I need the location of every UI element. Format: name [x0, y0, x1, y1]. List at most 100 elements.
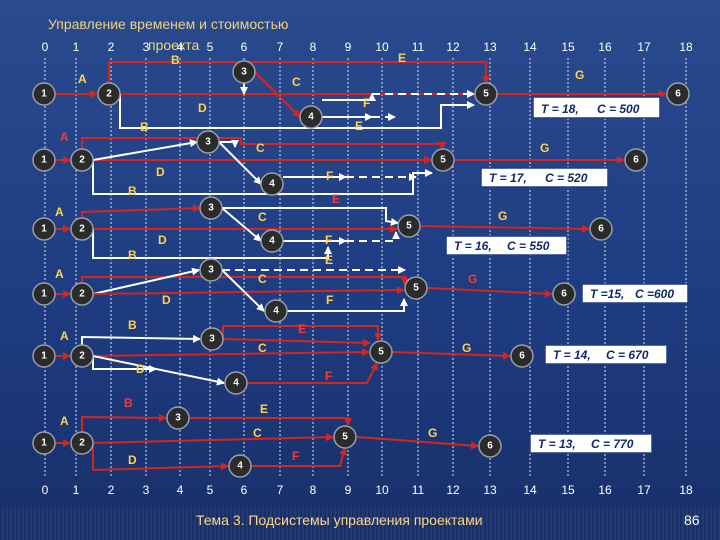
node-circle: [228, 454, 252, 478]
node-label: 3: [241, 67, 247, 78]
title-line-2: проекта: [148, 37, 200, 53]
node-label: 1: [41, 351, 47, 362]
node-label: 3: [208, 265, 214, 276]
node-circle: [70, 148, 94, 172]
activity-label-a: A: [55, 205, 64, 219]
event-node-1: 1: [32, 282, 56, 306]
tick-top: 18: [679, 40, 693, 54]
time-axis-bottom: 0 1 2 3 4 5 6 7 8 9 10 11 12 13 14 15 16 17 18: [42, 483, 693, 497]
tick-top: 12: [446, 40, 460, 54]
activity-label-b: B: [128, 318, 137, 332]
node-label: 3: [208, 203, 214, 214]
activity-label-g: G: [428, 426, 437, 440]
tick-top: 14: [523, 40, 537, 54]
event-node-3: 3: [199, 258, 223, 282]
activity-label-a: A: [78, 72, 87, 86]
tick-bottom: 8: [310, 483, 317, 497]
scenario-result-box: T = 16, C = 550: [445, 235, 568, 256]
activity-arrow: [108, 61, 490, 84]
node-circle: [299, 105, 323, 129]
event-node-5: 5: [431, 148, 455, 172]
event-node-3: 3: [196, 130, 220, 154]
activity-label-e: E: [260, 402, 268, 416]
activity-label-b: B: [171, 53, 180, 67]
node-circle: [260, 229, 284, 253]
activity-label-g: G: [498, 209, 507, 223]
activity-arrow: [252, 447, 347, 467]
node-circle: [70, 344, 94, 368]
tick-bottom: 16: [598, 483, 612, 497]
activity-arrow: [92, 160, 433, 195]
tick-bottom: 3: [143, 483, 150, 497]
node-label: 2: [79, 155, 85, 166]
activity-label-f: F: [325, 369, 332, 383]
tick-top: 11: [412, 40, 425, 54]
tick-bottom: 17: [637, 483, 651, 497]
node-circle: [264, 299, 288, 323]
tick-bottom: 1: [73, 483, 80, 497]
node-label: 2: [79, 438, 85, 449]
slide-title: Управление временем и стоимостью проекта: [48, 14, 348, 56]
tick-top: 17: [637, 40, 651, 54]
node-circle: [474, 82, 498, 106]
activity-arrow: [254, 71, 301, 118]
node-label: 6: [675, 89, 681, 100]
result-cost: C = 670: [606, 348, 649, 362]
activity-label-c: C: [292, 75, 301, 89]
page-number: 86: [684, 512, 700, 528]
tick-top: 4: [177, 40, 184, 54]
event-node-4: 4: [299, 105, 323, 129]
activity-arrow: [92, 267, 200, 295]
activity-arrow: [92, 433, 334, 444]
scenario-result-box: T = 13, C = 770: [529, 433, 653, 454]
tick-bottom: 4: [177, 483, 184, 497]
node-circle: [97, 82, 121, 106]
activity-label-b: B: [128, 184, 137, 198]
activity-label-d: D: [128, 453, 137, 467]
node-label: 5: [378, 347, 384, 358]
node-label: 2: [79, 289, 85, 300]
activity-label-g: G: [575, 68, 584, 82]
tick-top: 16: [598, 40, 612, 54]
activity-label-c: C: [258, 210, 267, 224]
title-line-1: Управление временем и стоимостью: [48, 16, 289, 32]
activity-arrow: [221, 207, 262, 242]
node-circle: [196, 130, 220, 154]
activity-arrow: [221, 269, 265, 312]
activity-arrows: [56, 61, 667, 472]
event-node-6: 6: [624, 148, 648, 172]
activity-label-c: C: [253, 426, 262, 440]
event-node-5: 5: [474, 82, 498, 106]
activity-arrow: [287, 298, 408, 312]
result-cost: C = 770: [591, 437, 634, 451]
node-circle: [70, 217, 94, 241]
activity-label-e: E: [355, 119, 363, 133]
node-label: 2: [79, 351, 85, 362]
tick-bottom: 11: [412, 483, 425, 497]
tick-top: 9: [345, 40, 352, 54]
activity-label-d: D: [136, 362, 145, 376]
footer-band: [0, 506, 720, 540]
node-circle: [431, 148, 455, 172]
event-node-4: 4: [260, 229, 284, 253]
result-duration: T = 17,: [489, 171, 527, 185]
result-duration: T = 18,: [541, 102, 579, 116]
node-label: 5: [342, 432, 348, 443]
activity-arrow: [81, 334, 201, 345]
node-circle: [224, 371, 248, 395]
event-node-2: 2: [70, 148, 94, 172]
activity-arrow: [391, 351, 511, 360]
activity-arrow: [322, 93, 376, 101]
node-label: 6: [598, 224, 604, 235]
event-node-6: 6: [510, 344, 534, 368]
result-cost: C = 500: [597, 102, 640, 116]
node-circle: [32, 344, 56, 368]
footer-title: Тема 3. Подсистемы управления проектами: [196, 512, 483, 528]
activity-arrow: [92, 356, 157, 373]
scenario-result-box: T = 17, C = 520: [480, 167, 609, 188]
node-label: 4: [273, 306, 279, 317]
event-node-5: 5: [369, 340, 393, 364]
activity-arrow: [92, 355, 225, 386]
tick-bottom: 0: [42, 483, 49, 497]
activity-arrow: [81, 137, 446, 150]
